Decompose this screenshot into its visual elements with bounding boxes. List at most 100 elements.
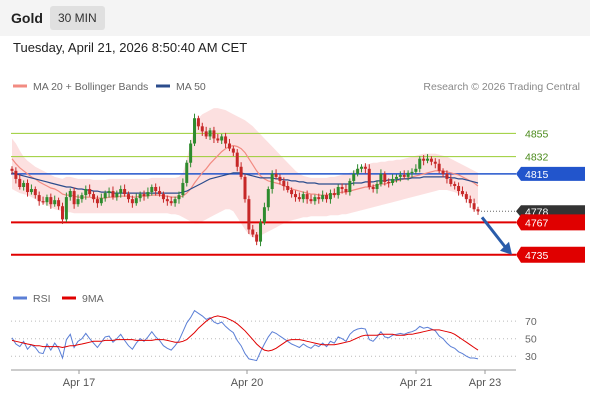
x-tick-label: Apr 21	[400, 377, 432, 389]
candle-body	[212, 130, 216, 139]
candle	[76, 194, 80, 207]
candle-body	[332, 193, 336, 196]
candle	[41, 196, 45, 205]
candle	[196, 115, 200, 130]
candle	[464, 191, 468, 203]
forecast-arrow-shaft	[480, 216, 507, 248]
candle	[255, 232, 259, 246]
candle-body	[231, 148, 235, 153]
candle-body	[115, 193, 119, 198]
candle-body	[22, 182, 26, 188]
candle	[138, 191, 142, 202]
candle	[142, 190, 146, 201]
candle-body	[10, 168, 14, 171]
candle-body	[301, 194, 305, 200]
candle	[220, 133, 224, 145]
timestamp: Tuesday, April 21, 2026 8:50:40 AM CET	[13, 40, 248, 55]
candle	[231, 146, 235, 157]
candle	[336, 184, 340, 199]
candle	[391, 174, 395, 186]
candle	[26, 179, 30, 197]
candle-body	[460, 191, 464, 195]
candle	[468, 195, 472, 208]
candle-body	[84, 189, 88, 196]
candle-body	[251, 229, 255, 235]
candles-layer	[10, 113, 480, 247]
candle-body	[220, 136, 224, 141]
candle-body	[437, 163, 441, 171]
forecast-layer	[480, 216, 512, 255]
candle	[146, 187, 150, 199]
rsi-tick-label-30: 30	[525, 351, 537, 363]
candle-body	[169, 201, 173, 204]
candle	[433, 158, 437, 169]
candle	[437, 159, 441, 174]
candle	[426, 154, 430, 164]
candle-body	[60, 206, 64, 220]
candle	[150, 184, 154, 196]
candle	[422, 155, 426, 166]
candle-body	[68, 191, 72, 198]
candle	[208, 127, 212, 140]
x-tick-label: Apr 17	[63, 377, 95, 389]
candle-body	[441, 170, 445, 174]
candle-body	[363, 166, 367, 169]
candle-body	[348, 180, 352, 193]
candle-body	[426, 158, 430, 161]
candle-body	[146, 192, 150, 197]
candle	[60, 202, 64, 224]
candle-body	[200, 126, 204, 132]
candle	[418, 156, 422, 173]
candle	[119, 185, 123, 198]
candle-body	[18, 178, 22, 188]
candle	[57, 197, 61, 210]
candle	[297, 192, 301, 202]
candle-body	[99, 198, 103, 204]
candle-body	[406, 172, 410, 177]
candle	[375, 180, 379, 194]
candle	[387, 178, 391, 188]
candle-body	[371, 187, 375, 190]
candle	[95, 195, 99, 208]
candle	[293, 190, 297, 202]
legend-label-rsi: RSI	[33, 293, 51, 305]
candle-body	[309, 199, 313, 202]
candle-body	[457, 185, 461, 192]
candle	[224, 132, 228, 149]
candle-body	[204, 131, 208, 137]
candle	[278, 174, 282, 185]
candle-body	[49, 197, 53, 205]
candle-body	[282, 180, 286, 186]
candle	[99, 193, 103, 206]
level-tag-4815	[516, 166, 585, 181]
candle	[363, 163, 367, 174]
candle	[33, 186, 37, 199]
candle-body	[313, 197, 317, 202]
interval-button[interactable]: 30 MIN	[50, 6, 105, 30]
candle	[356, 164, 360, 177]
candle-body	[177, 195, 181, 200]
candle-body	[88, 189, 92, 195]
candle-body	[356, 168, 360, 174]
candle	[344, 184, 348, 195]
candle-body	[321, 195, 325, 200]
candle	[204, 126, 208, 139]
rsi-panel: 70 50 30	[11, 309, 537, 363]
candle	[317, 193, 321, 204]
candle	[472, 198, 476, 212]
level-tag-4735	[516, 246, 585, 263]
candle-body	[64, 197, 68, 220]
candle-body	[305, 194, 309, 200]
bollinger-band-area	[12, 108, 478, 238]
candle	[10, 166, 14, 175]
candle	[243, 174, 247, 203]
candle	[402, 170, 406, 180]
candle	[429, 156, 433, 166]
candle-body	[468, 199, 472, 204]
candle	[352, 170, 356, 186]
candle	[309, 194, 313, 204]
x-tick-label: Apr 20	[231, 377, 263, 389]
candle-body	[53, 200, 57, 205]
candle-body	[154, 187, 158, 192]
candle-body	[472, 203, 476, 210]
